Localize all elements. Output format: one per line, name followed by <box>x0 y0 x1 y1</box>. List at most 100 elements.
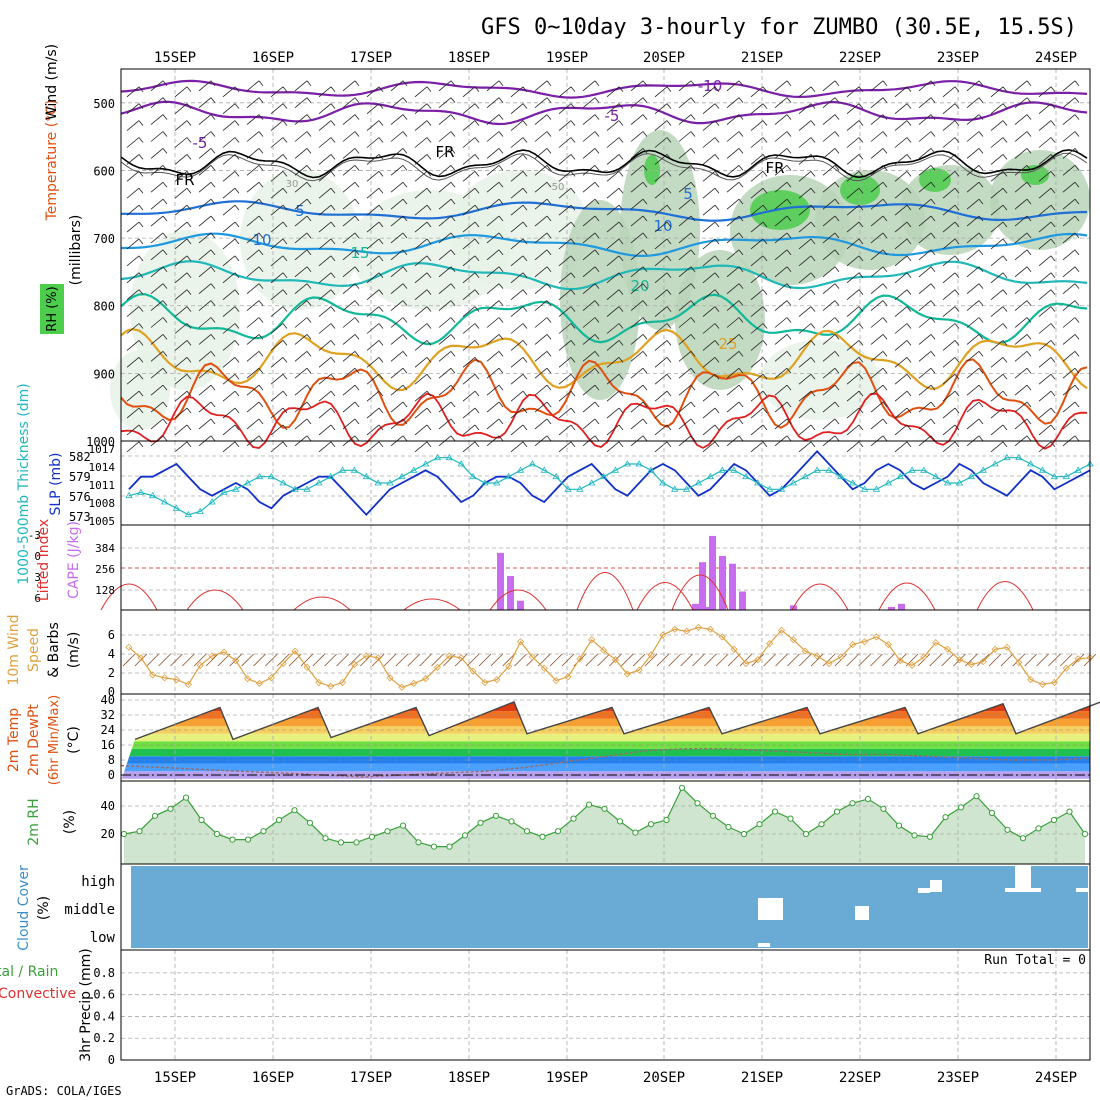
wind-barb <box>594 317 600 323</box>
wind-barb <box>138 272 144 279</box>
wind-barb <box>858 407 864 414</box>
wind-barb <box>930 317 936 323</box>
wind-barb <box>222 137 236 148</box>
wind-barb <box>462 357 476 368</box>
wind-barb <box>246 283 260 294</box>
wind-barb <box>1050 187 1056 194</box>
wind-barb <box>126 272 140 284</box>
wind-barb <box>606 306 620 317</box>
wind-barb <box>1074 131 1080 137</box>
wind-barb <box>270 289 284 300</box>
wind-barb <box>1038 390 1052 402</box>
rh2m-marker <box>802 830 810 838</box>
slp-tick: 1005 <box>89 515 116 528</box>
wind-barb <box>1074 418 1080 425</box>
wind-barb <box>822 334 836 345</box>
wind-barb <box>1062 249 1076 261</box>
wind-barb <box>822 165 836 176</box>
wind-barb <box>726 165 740 176</box>
wind-barb <box>786 165 792 171</box>
wind-barb <box>894 171 908 182</box>
wind-barb <box>366 357 380 368</box>
wind-barb <box>438 283 452 294</box>
wind-barb <box>342 131 356 142</box>
wind-barb <box>894 86 908 98</box>
bottom-date-label: 24SEP <box>1035 1070 1077 1086</box>
wind-barb <box>390 80 404 92</box>
wind-barb <box>882 334 888 340</box>
wind-barb <box>1026 249 1032 256</box>
wind-barb <box>234 154 240 160</box>
wind-barb <box>522 373 528 380</box>
cloud-tick: middle <box>64 902 115 918</box>
wind-barb <box>498 367 504 374</box>
wind-barb <box>918 351 932 362</box>
bottom-date-label: 21SEP <box>741 1070 783 1086</box>
label-2m-rh: 2m RH <box>26 798 42 845</box>
wind-barb <box>186 238 192 245</box>
wind-barb <box>414 289 428 300</box>
wind-barb <box>534 114 548 125</box>
wind-barb <box>1026 317 1032 323</box>
wind-barb <box>978 367 984 374</box>
wind-barb <box>426 137 432 143</box>
wind-barb <box>570 238 576 245</box>
rh2m-marker <box>818 821 825 828</box>
wind-barb <box>450 418 456 425</box>
wind-barb <box>186 390 192 397</box>
wind-barb <box>822 300 836 311</box>
wind-barb <box>378 238 384 245</box>
wind-barb <box>366 441 380 453</box>
wind-barb <box>1038 238 1052 250</box>
wind-barb <box>186 373 192 380</box>
wind-barb <box>366 306 380 317</box>
wind-barb <box>138 137 144 143</box>
wind-barb <box>126 424 140 436</box>
wind-barb <box>1014 384 1028 396</box>
wind-barb <box>846 137 860 148</box>
wind-barb <box>750 187 764 199</box>
wind-barb <box>642 300 648 306</box>
wind-barb <box>582 114 596 125</box>
wind-barb <box>534 418 548 430</box>
wind-barb <box>966 148 980 159</box>
wind-barb <box>1050 103 1056 109</box>
wind-barb <box>918 401 932 413</box>
rh2m-marker <box>601 805 608 812</box>
wind-barb <box>522 272 528 279</box>
wind-barb <box>750 441 764 453</box>
wind-barb <box>870 266 884 278</box>
wind-barb <box>834 283 840 289</box>
wind-barb <box>882 148 888 154</box>
thickness-marker <box>493 479 501 486</box>
wind-barb <box>210 249 216 256</box>
wind-barb <box>1014 97 1028 108</box>
top-date-label: 15SEP <box>154 50 196 66</box>
wind-barb <box>402 418 408 425</box>
wind-barb <box>642 384 648 391</box>
wind-barb <box>342 114 356 125</box>
wind-barb <box>786 300 792 306</box>
wind-barb <box>834 351 840 357</box>
thickness-marker <box>184 510 193 518</box>
wind-barb <box>546 435 552 442</box>
wind-barb <box>666 272 672 279</box>
wind-barb <box>378 86 384 93</box>
wind-barb <box>594 418 600 425</box>
wind-barb <box>462 323 476 334</box>
wind-barb <box>606 221 620 233</box>
wind10-barb <box>692 653 705 667</box>
wind-barb <box>822 401 836 413</box>
thickness-marker <box>647 466 655 473</box>
wind10-marker <box>338 678 347 687</box>
wind-barb <box>282 187 288 194</box>
wind-barb <box>678 300 692 311</box>
wind10-marker <box>635 666 643 674</box>
wind-barb <box>966 401 980 413</box>
rh2m-marker <box>895 822 903 829</box>
wind-barb <box>1002 289 1008 295</box>
wind-barb <box>882 401 888 408</box>
wind-barb <box>414 340 428 351</box>
wind-barb <box>390 317 404 328</box>
wind-barb <box>1074 232 1080 239</box>
